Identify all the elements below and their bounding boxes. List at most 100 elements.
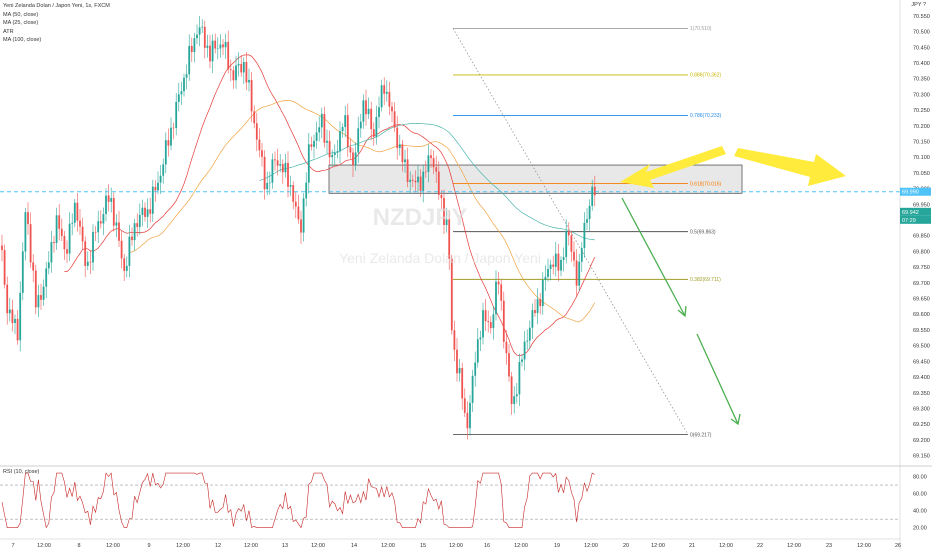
- candle: [294, 192, 297, 219]
- candle: [422, 165, 425, 203]
- candle: [500, 279, 503, 311]
- candle: [16, 309, 19, 345]
- candle: [562, 247, 565, 272]
- candle: [99, 210, 102, 229]
- candle: [398, 134, 401, 156]
- candle: [365, 89, 367, 126]
- candle: [588, 199, 591, 231]
- candle-body: [177, 94, 180, 102]
- candle-body: [497, 281, 500, 285]
- price-tick-label: 70.400: [913, 61, 930, 67]
- candle-body: [443, 198, 445, 226]
- legend-ma50[interactable]: MA (50, close): [3, 11, 39, 18]
- candle-body: [328, 140, 331, 158]
- candle: [167, 128, 170, 157]
- candle: [146, 198, 149, 228]
- candle: [489, 316, 492, 334]
- candle: [253, 105, 256, 129]
- candle-body: [37, 295, 40, 308]
- candle: [162, 158, 165, 184]
- candle-body: [323, 113, 326, 143]
- candle-body: [380, 85, 383, 108]
- rsi-panel[interactable]: 80.00 60.00 40.00 20.00: [0, 465, 932, 532]
- candle: [276, 148, 279, 176]
- candle-body: [214, 40, 217, 49]
- candle-body: [302, 198, 305, 233]
- candle: [102, 207, 105, 236]
- candle: [237, 52, 240, 77]
- candle-body: [318, 127, 321, 133]
- candle-body: [580, 247, 583, 262]
- candle: [185, 64, 188, 90]
- candle: [380, 79, 383, 112]
- candle: [518, 353, 521, 406]
- candle: [404, 149, 406, 173]
- candle-body: [185, 74, 188, 78]
- candle-body: [159, 175, 162, 183]
- candle-body: [86, 261, 89, 266]
- candle-body: [573, 251, 575, 261]
- price-tick-label: 70.300: [913, 92, 930, 98]
- candle: [21, 242, 24, 301]
- fib-retracement-layer[interactable]: 1(70.510) 0.886(70.362) 0.786(70.233) 0.618…: [452, 26, 721, 438]
- price-tick-label: 70.050: [913, 171, 930, 177]
- candle-body: [367, 108, 370, 115]
- candle-body: [151, 186, 154, 214]
- candle-body: [227, 41, 230, 70]
- candle: [406, 147, 409, 188]
- candle-body: [50, 241, 53, 263]
- legend-ma25[interactable]: MA (25, close): [3, 20, 39, 27]
- candle: [424, 160, 427, 178]
- candle-body: [164, 140, 167, 165]
- legend-atr[interactable]: ATR: [3, 28, 14, 35]
- candle: [474, 351, 477, 387]
- time-tick-label: 23: [826, 543, 832, 549]
- candle-body: [279, 164, 282, 166]
- yellow-arrow-right[interactable]: [734, 148, 846, 186]
- candle-body: [588, 205, 591, 220]
- candle: [573, 241, 575, 267]
- watermark-name: Yeni Zelanda Dolan / Japon Yeni: [339, 250, 541, 266]
- candle: [68, 212, 71, 262]
- candle-body: [266, 182, 269, 190]
- rsi-tick-label: 40.00: [913, 509, 927, 515]
- candle-body: [60, 228, 63, 237]
- annotation-arrows-layer[interactable]: [620, 146, 846, 426]
- candle: [531, 303, 534, 340]
- symbol-title[interactable]: Yeni Zelanda Dolan / Japon Yeni, 1s, FXC…: [3, 3, 110, 9]
- candle-body: [40, 295, 42, 300]
- green-arrow-1[interactable]: [621, 197, 686, 317]
- candle-body: [505, 341, 508, 354]
- time-tick-label: 12:00: [857, 543, 871, 549]
- candle-body: [583, 222, 586, 248]
- rsi-line: [1, 472, 595, 529]
- candle-body: [489, 322, 492, 329]
- green-arrow-2[interactable]: [696, 333, 739, 425]
- time-tick-label: 12:00: [651, 543, 665, 549]
- candle-body: [276, 160, 279, 166]
- candle-body: [8, 309, 11, 314]
- candle-body: [521, 359, 523, 362]
- candle-body: [162, 164, 165, 176]
- candle-body: [68, 223, 71, 254]
- legend-ma100[interactable]: MA (100, close): [3, 37, 42, 44]
- candle: [138, 203, 141, 235]
- currency-label[interactable]: JPY ?: [911, 2, 926, 8]
- candle: [510, 372, 513, 415]
- candle: [570, 230, 573, 262]
- candle: [541, 272, 544, 315]
- candle-body: [385, 91, 388, 94]
- yellow-arrow-left[interactable]: [620, 146, 726, 188]
- help-icon[interactable]: ?: [922, 2, 926, 8]
- candle-body: [63, 236, 66, 250]
- candle-body: [469, 402, 471, 429]
- candle-body: [549, 264, 552, 270]
- candle: [84, 236, 87, 278]
- candle: [180, 81, 183, 106]
- candle-body: [198, 27, 201, 35]
- rsi-legend[interactable]: RSI (10, close): [3, 469, 40, 475]
- candle-body: [292, 185, 295, 202]
